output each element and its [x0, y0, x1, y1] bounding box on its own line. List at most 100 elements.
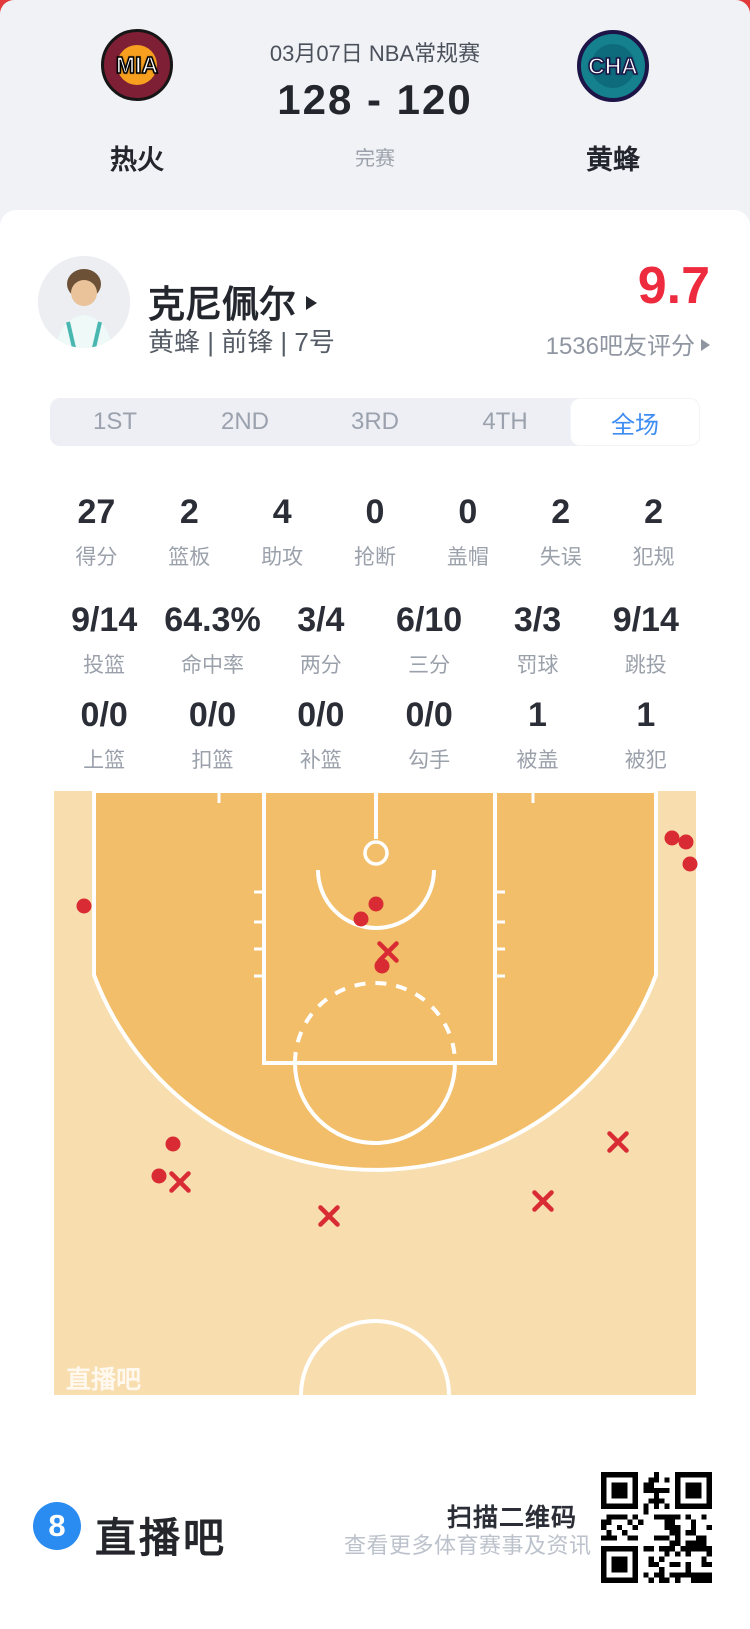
stat-value: 6/10 [396, 601, 463, 639]
stat-value: 0/0 [188, 696, 237, 734]
three-point-line [92, 791, 658, 1172]
stat-value: 3/4 [297, 601, 345, 639]
match-date: 03月07日 NBA常规赛 [269, 41, 481, 66]
home-team-logo[interactable]: MIA [101, 29, 173, 101]
stat-value: 2 [644, 493, 664, 531]
stat-value: 9/14 [612, 601, 679, 639]
chevron-right-icon [306, 296, 317, 310]
made-shot-marker [165, 1136, 181, 1152]
player-name-row[interactable]: 克尼佩尔 [148, 274, 317, 328]
stat-label: 上篮 [83, 749, 126, 772]
missed-shot-marker [377, 941, 399, 963]
stat-label: 盖帽 [446, 546, 489, 569]
stat-cell: 9/14 跳投 [592, 602, 700, 679]
stat-cell: 1 被犯 [592, 697, 700, 774]
tab-2nd[interactable]: 2ND [220, 408, 269, 435]
baseline-ticks [217, 791, 535, 803]
stat-label: 补篮 [299, 749, 342, 772]
away-team-abbr: CHA [587, 52, 638, 80]
away-team-logo[interactable]: CHA [577, 30, 649, 102]
free-throw-circle-dashed [293, 981, 457, 1064]
stat-label: 三分 [408, 654, 451, 677]
tab-3rd[interactable]: 3RD [350, 408, 399, 435]
made-shot-marker [664, 830, 680, 846]
stat-value: 0/0 [405, 696, 453, 734]
qr-code [601, 1472, 712, 1583]
quarter-tabbar: 1ST 2ND 3RD 4TH 全场 [50, 398, 700, 446]
home-team-name[interactable]: 热火 [110, 145, 164, 175]
made-shot-marker [678, 834, 694, 850]
stat-label: 扣篮 [191, 749, 234, 772]
stat-value: 0/0 [80, 696, 128, 734]
stat-cell: 2 失误 [514, 494, 607, 571]
player-rating: 9.7 [637, 257, 710, 315]
stat-cell: 0/0 勾手 [375, 697, 483, 774]
stats-row-shooting: 9/14 投篮 64.3% 命中率 3/4 两分 6/10 三分 3/3 罚球 9/14 跳投 [50, 602, 700, 679]
away-team-name[interactable]: 黄蜂 [586, 145, 640, 175]
scan-qr-title: 扫描二维码 [447, 1504, 578, 1532]
player-name: 克尼佩尔 [148, 284, 296, 325]
stat-label: 罚球 [516, 654, 559, 677]
stat-value: 1 [636, 696, 656, 734]
stat-cell: 1 被盖 [483, 697, 591, 774]
missed-shot-marker [169, 1171, 191, 1193]
stat-cell: 27 得分 [50, 494, 143, 571]
stat-value: 1 [528, 696, 547, 734]
made-shot-marker [76, 898, 92, 914]
tab-full[interactable]: 全场 [570, 398, 700, 446]
player-meta: 黄蜂 | 前锋 | 7号 [148, 327, 335, 357]
sidelines [50, 791, 700, 1395]
rating-caption-row[interactable]: 1536吧友评分 [410, 326, 710, 361]
stat-cell: 64.3% 命中率 [158, 602, 266, 679]
zhibo8-logo-icon: 8 [33, 1502, 81, 1550]
stat-value: 3/3 [513, 601, 562, 639]
stat-value: 2 [551, 493, 571, 531]
stat-label: 跳投 [624, 654, 667, 677]
chevron-right-icon [701, 338, 710, 351]
rating-caption: 1536吧友评分 [545, 333, 695, 360]
stat-label: 抢断 [354, 546, 396, 569]
logo-8-glyph: 8 [48, 1508, 66, 1543]
stats-row-shot-types: 0/0 上篮 0/0 扣篮 0/0 补篮 0/0 勾手 1 被盖 1 被犯 [50, 697, 700, 774]
stat-cell: 2 犯规 [607, 494, 700, 571]
home-team-abbr: MIA [115, 51, 159, 79]
match-score: 128 - 120 [277, 76, 473, 123]
player-avatar[interactable] [38, 256, 130, 348]
stat-label: 命中率 [180, 654, 244, 677]
stat-label: 犯规 [632, 546, 675, 569]
match-header: 03月07日 NBA常规赛 128 - 120 完赛 MIA CHA 热火 黄蜂 [0, 0, 750, 224]
stat-cell: 3/4 两分 [267, 602, 375, 679]
stat-value: 64.3% [164, 601, 261, 639]
missed-shot-marker [318, 1205, 340, 1227]
lane-hash-marks [254, 890, 505, 978]
stat-label: 助攻 [261, 546, 304, 569]
tab-1st[interactable]: 1ST [92, 408, 137, 435]
stat-value: 0 [458, 493, 478, 531]
shot-markers [76, 830, 698, 1227]
stat-label: 勾手 [408, 749, 451, 772]
made-shot-marker [682, 856, 698, 872]
stat-cell: 0 抢断 [329, 494, 422, 571]
free-throw-circle-solid [293, 1062, 457, 1145]
stat-label: 失误 [539, 546, 582, 569]
heat-logo-ball-icon [117, 45, 157, 85]
missed-shot-marker [532, 1190, 554, 1212]
tab-4th[interactable]: 4TH [482, 408, 528, 435]
stat-label: 被犯 [624, 749, 667, 772]
stat-value: 27 [77, 493, 116, 531]
footer-brand: 直播吧 [95, 1515, 227, 1561]
stat-value: 0/0 [297, 696, 345, 734]
stat-label: 得分 [75, 546, 118, 569]
stat-value: 2 [179, 493, 199, 531]
stat-cell: 9/14 投篮 [50, 602, 158, 679]
stat-cell: 2 篮板 [143, 494, 236, 571]
missed-shot-marker [607, 1131, 629, 1153]
stat-cell: 0/0 补篮 [267, 697, 375, 774]
shot-chart-court: 直播吧 [50, 791, 700, 1395]
stat-value: 9/14 [71, 601, 138, 639]
stat-value: 4 [272, 493, 292, 531]
stat-cell: 0/0 扣篮 [158, 697, 266, 774]
paint-lane [262, 791, 497, 1065]
made-shot-marker [368, 896, 384, 912]
